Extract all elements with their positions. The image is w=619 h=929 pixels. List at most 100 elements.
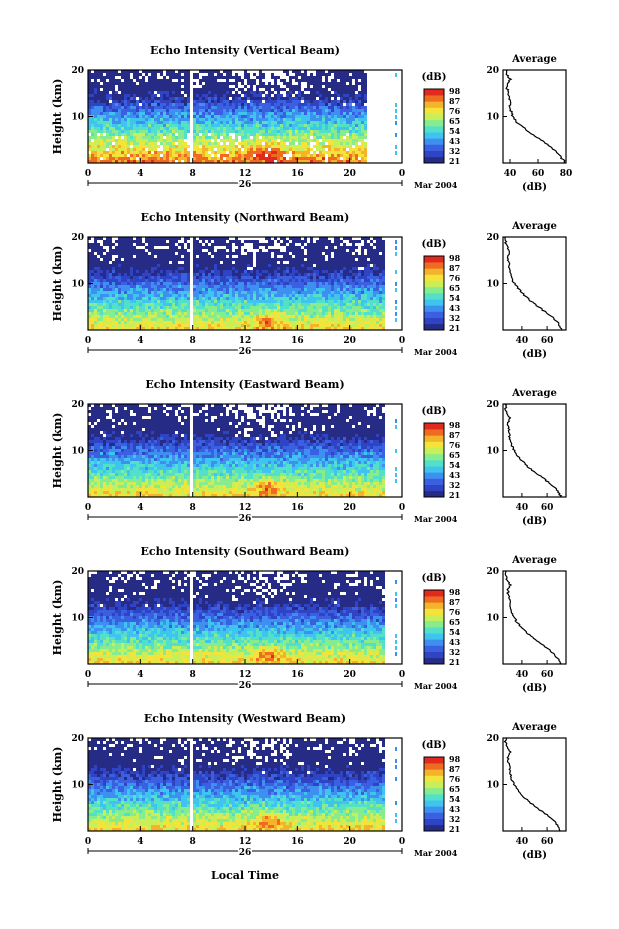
heatmap-cell <box>115 121 118 124</box>
heatmap-cell <box>271 130 274 133</box>
heatmap-cell <box>289 285 292 288</box>
heatmap-cell <box>349 88 352 91</box>
heatmap-cell <box>145 267 148 270</box>
heatmap-cell <box>376 273 379 276</box>
heatmap-cell <box>124 312 127 315</box>
heatmap-cell <box>172 106 175 109</box>
heatmap-cell <box>88 94 91 97</box>
heatmap-cell <box>163 79 166 82</box>
heatmap-cell <box>283 300 286 303</box>
heatmap-cell <box>259 82 262 85</box>
heatmap-cell <box>274 291 277 294</box>
heatmap-cell <box>136 282 139 285</box>
heatmap-cell <box>118 160 121 163</box>
heatmap-cell <box>343 94 346 97</box>
heatmap-cell <box>160 124 163 127</box>
heatmap-cell <box>361 91 364 94</box>
heatmap-cell <box>160 73 163 76</box>
heatmap-cell <box>301 79 304 82</box>
heatmap-cell <box>175 261 178 264</box>
heatmap-cell <box>142 103 145 106</box>
heatmap-cell <box>103 160 106 163</box>
heatmap-cell <box>310 160 313 163</box>
heatmap-cell <box>115 291 118 294</box>
heatmap-cell <box>298 297 301 300</box>
heatmap-cell <box>307 294 310 297</box>
heatmap-cell <box>232 288 235 291</box>
heatmap-cell <box>97 327 100 330</box>
heatmap-cell <box>130 261 133 264</box>
heatmap-cell <box>205 264 208 267</box>
heatmap-cell <box>118 315 121 318</box>
heatmap-cell <box>163 76 166 79</box>
heatmap-cell <box>325 312 328 315</box>
heatmap-cell <box>328 151 331 154</box>
heatmap-cell <box>271 139 274 142</box>
heatmap-cell <box>160 127 163 130</box>
heatmap-cell <box>304 148 307 151</box>
heatmap-cell <box>127 297 130 300</box>
heatmap-cell <box>247 139 250 142</box>
heatmap-cell <box>262 154 265 157</box>
heatmap-cell <box>355 88 358 91</box>
heatmap-cell <box>253 297 256 300</box>
heatmap-cell <box>253 306 256 309</box>
heatmap-cell <box>292 318 295 321</box>
heatmap-cell <box>295 157 298 160</box>
heatmap-cell <box>244 121 247 124</box>
heatmap-cell <box>133 267 136 270</box>
heatmap-cell <box>262 121 265 124</box>
heatmap-cell <box>298 154 301 157</box>
heatmap-cell <box>97 109 100 112</box>
heatmap-cell <box>235 76 238 79</box>
heatmap-cell <box>253 91 256 94</box>
heatmap-cell <box>208 91 211 94</box>
heatmap-cell <box>229 297 232 300</box>
heatmap-cell <box>154 312 157 315</box>
heatmap-cell <box>160 288 163 291</box>
heatmap-cell <box>163 151 166 154</box>
heatmap-cell <box>226 85 229 88</box>
heatmap-cell <box>187 273 190 276</box>
heatmap-cell <box>307 139 310 142</box>
heatmap-cell <box>187 270 190 273</box>
heatmap-cell <box>175 294 178 297</box>
heatmap-cell <box>277 136 280 139</box>
heatmap-cell <box>142 157 145 160</box>
heatmap-cell <box>91 309 94 312</box>
heatmap-cell <box>271 309 274 312</box>
heatmap-cell <box>160 267 163 270</box>
heatmap-cell <box>169 85 172 88</box>
heatmap-cell <box>241 261 244 264</box>
heatmap-cell <box>286 97 289 100</box>
heatmap-cell <box>154 303 157 306</box>
heatmap-cell <box>94 327 97 330</box>
heatmap-cell <box>112 97 115 100</box>
heatmap-cell <box>247 94 250 97</box>
heatmap-cell <box>172 294 175 297</box>
heatmap-cell <box>112 130 115 133</box>
heatmap-cell <box>109 288 112 291</box>
heatmap-cell <box>223 306 226 309</box>
heatmap-cell <box>256 145 259 148</box>
heatmap-cell <box>253 267 256 270</box>
heatmap-cell <box>199 88 202 91</box>
heatmap-cell <box>214 142 217 145</box>
heatmap-cell <box>121 279 124 282</box>
heatmap-cell <box>202 321 205 324</box>
heatmap-cell <box>127 88 130 91</box>
heatmap-cell <box>289 133 292 136</box>
heatmap-cell <box>178 270 181 273</box>
colorbar-swatch <box>424 107 444 114</box>
heatmap-cell <box>220 154 223 157</box>
heatmap-cell <box>151 255 154 258</box>
heatmap-cell <box>352 100 355 103</box>
heatmap-cell <box>253 285 256 288</box>
heatmap-cell <box>139 130 142 133</box>
heatmap-cell <box>277 160 280 163</box>
heatmap-cell <box>112 109 115 112</box>
heatmap-cell <box>352 124 355 127</box>
heatmap-cell <box>157 279 160 282</box>
heatmap-cell <box>106 151 109 154</box>
heatmap-cell <box>112 94 115 97</box>
